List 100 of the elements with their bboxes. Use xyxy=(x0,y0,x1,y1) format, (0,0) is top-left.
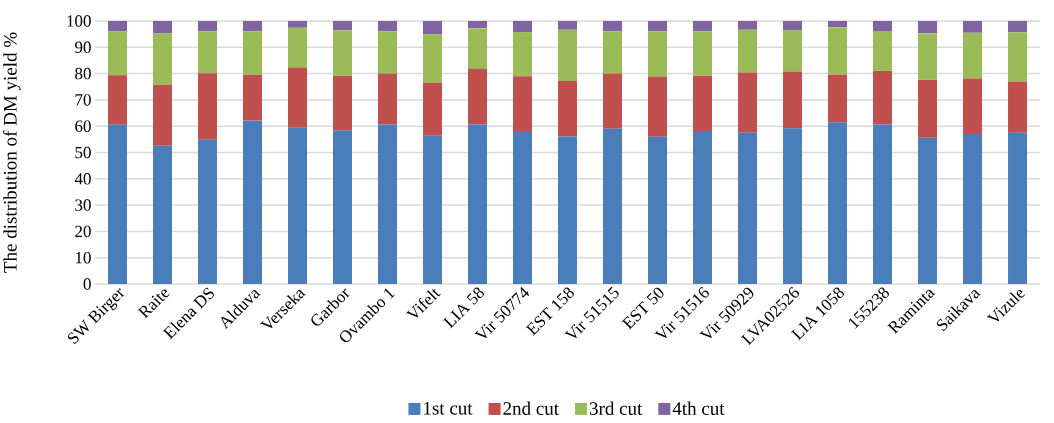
bar xyxy=(828,122,848,284)
bar xyxy=(378,31,397,74)
bar xyxy=(423,82,442,136)
y-tick-label: 40 xyxy=(74,173,91,185)
bar xyxy=(1008,81,1028,133)
legend-label: 2nd cut xyxy=(503,401,559,415)
bar xyxy=(378,124,397,284)
y-tick-label: 30 xyxy=(75,199,91,211)
bar xyxy=(243,120,262,284)
bar xyxy=(648,31,668,77)
bar xyxy=(423,34,442,83)
bar xyxy=(603,31,623,74)
legend-label: 1st cut xyxy=(424,401,473,415)
bar xyxy=(918,79,938,138)
bar xyxy=(828,74,848,123)
bar xyxy=(963,21,983,33)
y-tick-label: 80 xyxy=(75,67,91,80)
bar xyxy=(378,73,397,125)
bar xyxy=(108,21,127,32)
bar xyxy=(288,27,307,68)
bar xyxy=(783,21,803,30)
bar xyxy=(558,80,578,137)
y-axis-title: The distribution of DM yield % xyxy=(3,32,21,273)
bar xyxy=(153,145,172,284)
bar xyxy=(738,72,758,133)
bar xyxy=(918,33,938,80)
bar xyxy=(693,130,713,284)
bar xyxy=(828,27,848,75)
bar xyxy=(783,71,803,129)
bar xyxy=(108,31,127,76)
bar xyxy=(513,21,533,33)
bar xyxy=(918,21,938,34)
bar xyxy=(873,21,893,31)
bar xyxy=(378,21,397,32)
bar xyxy=(783,128,803,284)
bar xyxy=(108,124,127,284)
bar xyxy=(558,29,578,81)
bar xyxy=(423,135,442,284)
bar xyxy=(243,74,262,121)
bar xyxy=(468,68,487,125)
y-tick-label: 50 xyxy=(75,146,91,159)
bar xyxy=(243,31,262,75)
y-tick-label: 100 xyxy=(67,15,91,27)
bar xyxy=(468,124,487,284)
bar xyxy=(693,31,713,76)
bar xyxy=(153,21,172,34)
bar xyxy=(558,21,578,30)
bar xyxy=(693,75,713,131)
legend-label: 3rd cut xyxy=(589,401,643,415)
bar xyxy=(963,78,983,135)
y-tick-label: 0 xyxy=(83,278,91,290)
bar xyxy=(153,33,172,85)
bar xyxy=(603,128,623,284)
y-tick-label: 90 xyxy=(75,41,91,54)
bar xyxy=(738,29,758,73)
bar xyxy=(603,73,623,129)
bar xyxy=(513,130,533,284)
bar xyxy=(963,134,983,284)
bar xyxy=(648,76,668,137)
bar xyxy=(423,21,442,35)
bar xyxy=(333,30,352,76)
bar xyxy=(738,132,758,284)
bar xyxy=(153,84,172,146)
bar xyxy=(198,139,217,284)
bar xyxy=(873,124,893,284)
bar xyxy=(648,21,668,32)
bar xyxy=(738,21,758,30)
bar xyxy=(1008,21,1028,33)
bar xyxy=(603,21,623,32)
bar xyxy=(963,32,983,79)
bar xyxy=(333,130,352,284)
bar xyxy=(918,137,938,284)
bar xyxy=(198,73,217,140)
bar xyxy=(468,28,487,69)
bar xyxy=(648,136,668,284)
bar xyxy=(1008,132,1028,284)
y-tick-label: 10 xyxy=(75,251,91,264)
bar xyxy=(513,76,533,131)
bar xyxy=(873,30,893,71)
y-tick-label: 60 xyxy=(75,120,91,132)
legend-label: 4th cut xyxy=(672,401,725,415)
bar xyxy=(513,32,533,77)
bar xyxy=(558,136,578,284)
bar xyxy=(288,127,307,284)
bar xyxy=(333,75,352,131)
bar xyxy=(198,31,217,74)
bar xyxy=(828,21,848,28)
bar xyxy=(108,75,127,125)
bar xyxy=(468,21,487,29)
bar xyxy=(288,67,307,128)
bar xyxy=(693,21,713,32)
bar xyxy=(873,70,893,125)
bar xyxy=(333,21,352,31)
bar xyxy=(1008,32,1028,82)
bar xyxy=(198,21,217,32)
y-tick-label: 70 xyxy=(75,94,91,106)
bar xyxy=(288,21,307,28)
y-tick-label: 20 xyxy=(75,225,91,238)
bar xyxy=(783,29,803,72)
bar xyxy=(243,21,262,32)
